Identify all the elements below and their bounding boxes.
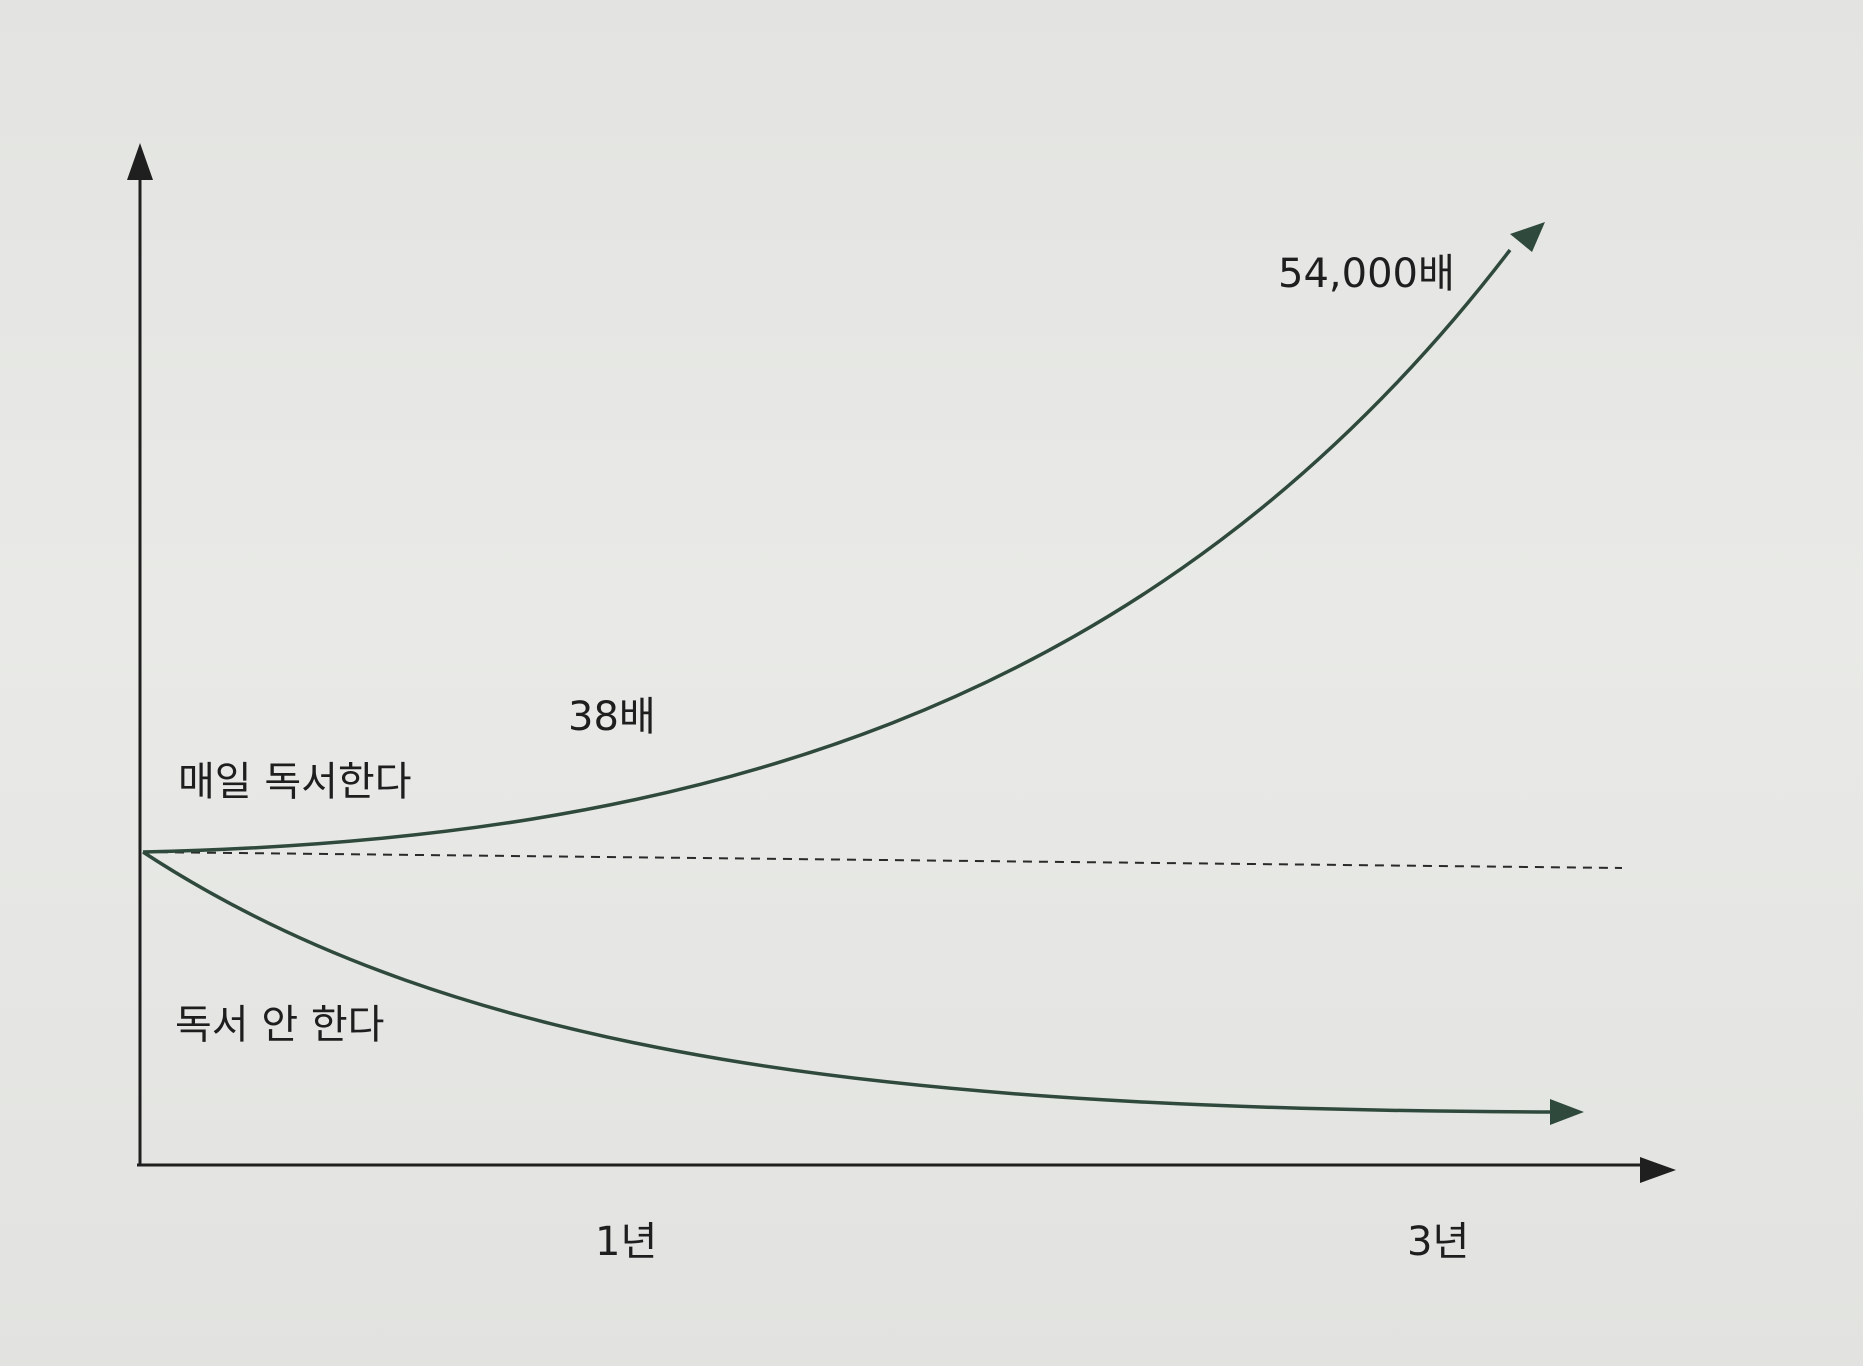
x-tick-label-2: 3년 <box>1407 1219 1469 1265</box>
series-line-no-reading <box>142 850 1556 1114</box>
series-label-no-reading: 독서 안 한다 <box>175 1002 384 1048</box>
series-line-daily-reading <box>142 248 1512 854</box>
y-axis-arrow <box>127 143 153 180</box>
annotation-54000x: 54,000배 <box>1278 251 1455 297</box>
axes <box>127 143 1676 1183</box>
series-arrow-daily-reading <box>1510 222 1545 252</box>
x-tick-label-1: 1년 <box>595 1219 657 1265</box>
annotation-38x: 38배 <box>568 694 656 740</box>
x-axis-arrow <box>1640 1157 1676 1183</box>
series-arrow-no-reading <box>1550 1099 1584 1125</box>
series-label-daily-reading: 매일 독서한다 <box>178 759 412 805</box>
baseline-dashed <box>142 851 1623 869</box>
